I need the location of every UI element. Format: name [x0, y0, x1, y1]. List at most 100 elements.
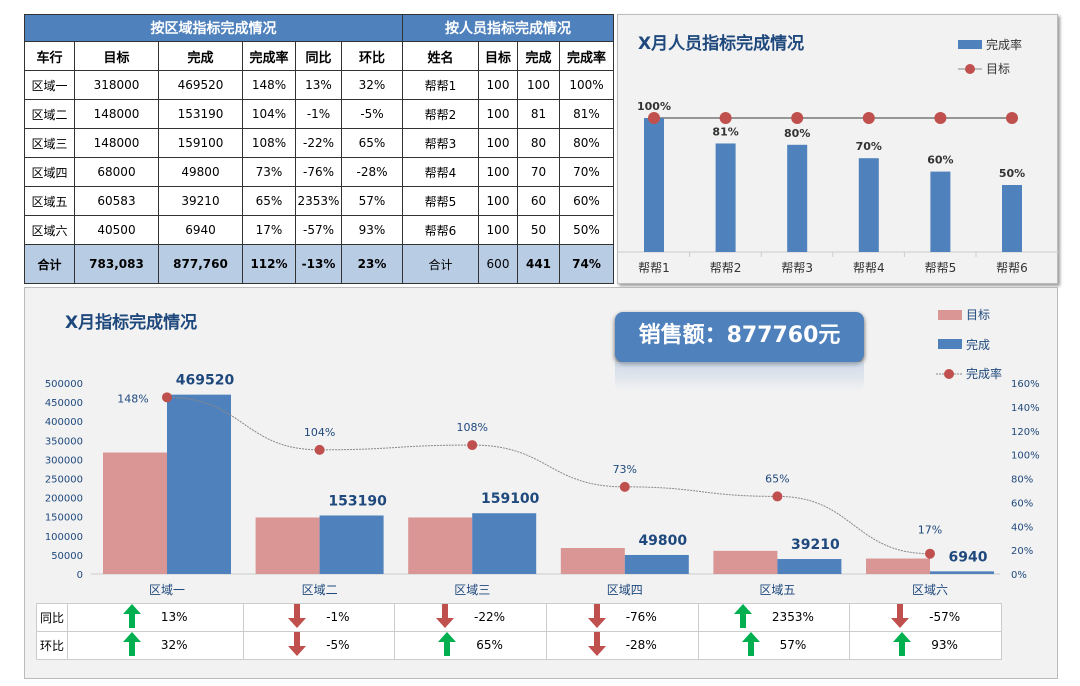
person-table-title: 按人员指标完成情况 — [402, 14, 614, 42]
arrow-up-icon — [438, 632, 457, 659]
x-tick-label: 区域五 — [759, 583, 795, 597]
table-cell: 2353% — [295, 186, 342, 216]
total-cell: 441 — [517, 244, 560, 284]
table-cell: 区域五 — [24, 186, 75, 216]
legend-marker — [965, 64, 975, 74]
y-tick-label: 250000 — [45, 475, 83, 486]
arrow-down-icon — [288, 604, 307, 631]
bar — [930, 171, 951, 252]
arrow-up-icon — [893, 632, 912, 659]
table-cell: 100 — [478, 128, 518, 158]
compare-label: 环比 — [36, 631, 68, 660]
rate-label: 148% — [117, 392, 148, 405]
table-cell: 17% — [242, 215, 296, 245]
y2-tick-label: 120% — [1011, 427, 1040, 438]
table-cell: 帮帮6 — [402, 215, 479, 245]
target-bar — [866, 558, 930, 574]
column-header: 完成 — [517, 41, 560, 71]
data-label: 81% — [712, 125, 738, 138]
data-label: 39210 — [791, 537, 840, 553]
y2-tick-label: 20% — [1011, 546, 1033, 557]
table-cell: 70 — [517, 157, 560, 187]
table-row: 区域六 40500 6940 17% -57% 93% 帮帮6 100 50 50% — [24, 215, 614, 245]
table-cell: 65% — [242, 186, 296, 216]
compare-value: -5% — [326, 638, 350, 652]
summary-table: 按区域指标完成情况 按人员指标完成情况 车行 目标 完成 完成率 同比 环比 姓名 目标 完成 完成率… — [24, 14, 614, 284]
x-tick-label: 帮帮2 — [710, 261, 742, 275]
column-header: 目标 — [74, 41, 159, 71]
column-header: 同比 — [295, 41, 342, 71]
target-bar — [560, 548, 625, 574]
table-row: 区域二 148000 153190 104% -1% -5% 帮帮2 100 81 81% — [24, 99, 614, 129]
table-cell: 73% — [242, 157, 296, 187]
y-tick-label: 150000 — [45, 513, 83, 524]
target-bar — [103, 452, 167, 574]
total-cell: -13% — [295, 244, 342, 284]
table-cell: 81 — [517, 99, 560, 129]
arrow-down-icon — [891, 604, 910, 631]
total-row: 合计 783,083 877,760 112% -13% 23% 合计 600 441 74% — [24, 244, 614, 284]
table-cell: 60% — [559, 186, 614, 216]
bar — [858, 158, 879, 252]
region-table-title: 按区域指标完成情况 — [24, 14, 403, 42]
table-row: 区域五 60583 39210 65% 2353% 57% 帮帮5 100 60 60% — [24, 186, 614, 216]
table-cell: 49800 — [158, 157, 243, 187]
table-cell: 区域六 — [24, 215, 75, 245]
y-tick-label: 450000 — [45, 398, 83, 409]
legend-swatch — [938, 339, 962, 349]
column-header: 完成 — [158, 41, 243, 71]
column-header: 环比 — [341, 41, 403, 71]
table-row: 区域三 148000 159100 108% -22% 65% 帮帮3 100 80 80% — [24, 128, 614, 158]
total-cell: 合计 — [24, 244, 75, 284]
actual-bar — [777, 559, 842, 574]
compare-value: 57% — [779, 638, 807, 652]
compare-value: -76% — [625, 610, 657, 624]
table-cell: -5% — [341, 99, 403, 129]
target-marker — [934, 112, 947, 124]
rate-label: 108% — [456, 421, 487, 434]
arrow-down-icon — [436, 604, 455, 631]
legend-label: 完成率 — [966, 366, 1002, 381]
total-cell: 112% — [242, 244, 296, 284]
table-cell: -76% — [295, 157, 342, 187]
table-cell: 148% — [242, 70, 296, 100]
table-cell: 70% — [559, 157, 614, 187]
compare-value: -22% — [474, 610, 506, 624]
table-cell: 帮帮4 — [402, 157, 479, 187]
table-cell: 93% — [341, 215, 403, 245]
data-label: 469520 — [176, 373, 235, 389]
compare-value: -57% — [929, 610, 961, 624]
table-cell: 区域三 — [24, 128, 75, 158]
table-cell: 153190 — [158, 99, 243, 129]
y-tick-label: 400000 — [45, 417, 83, 428]
arrow-down-icon — [288, 632, 307, 659]
total-cell: 23% — [341, 244, 403, 284]
table-cell: 81% — [559, 99, 614, 129]
arrow-up-icon — [122, 632, 141, 659]
legend-swatch — [938, 310, 962, 320]
table-cell: 469520 — [158, 70, 243, 100]
x-tick-label: 帮帮5 — [925, 261, 957, 275]
target-bar — [255, 517, 320, 574]
table-cell: 40500 — [74, 215, 159, 245]
compare-value: 32% — [160, 638, 188, 652]
table-cell: 148000 — [74, 128, 159, 158]
compare-value: 65% — [476, 638, 503, 652]
target-marker — [719, 112, 732, 124]
table-cell: 100% — [559, 70, 614, 100]
table-cell: 100 — [478, 186, 518, 216]
table-cell: 100 — [517, 70, 560, 100]
table-cell: 80 — [517, 128, 560, 158]
bar — [787, 144, 808, 252]
arrow-up-icon — [741, 632, 760, 659]
sales-banner: 销售额：877760元 — [615, 312, 864, 362]
x-tick-label: 帮帮6 — [996, 261, 1028, 275]
x-tick-label: 区域一 — [149, 583, 185, 597]
table-cell: 148000 — [74, 99, 159, 129]
rate-label: 73% — [613, 463, 637, 476]
table-cell: 68000 — [74, 157, 159, 187]
legend-label: 完成 — [966, 337, 990, 352]
total-cell: 783,083 — [74, 244, 159, 284]
x-tick-label: 帮帮4 — [853, 261, 885, 275]
table-row: 区域四 68000 49800 73% -76% -28% 帮帮4 100 70 70% — [24, 157, 614, 187]
